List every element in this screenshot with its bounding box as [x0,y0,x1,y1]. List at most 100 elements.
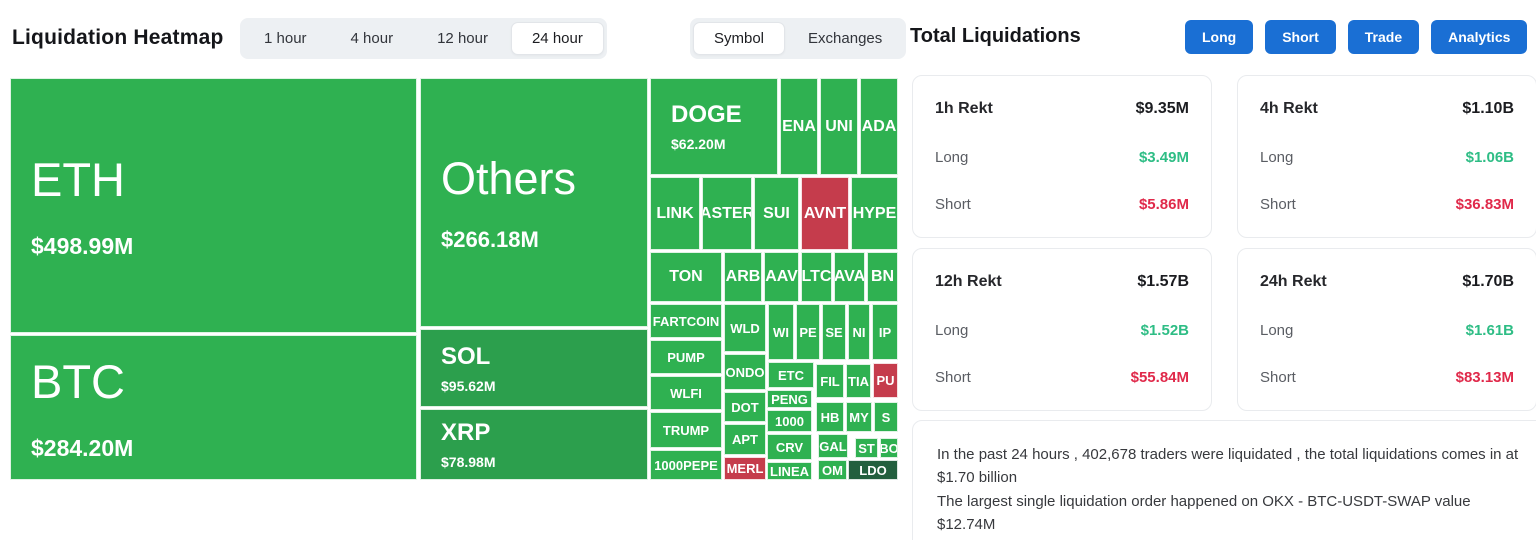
treemap-cell-eth[interactable]: ETH $498.99M [10,78,417,333]
short-label: Short [935,196,971,213]
treemap-cell-trump[interactable]: TRUMP [650,412,722,448]
cell-symbol: XRP [441,419,491,446]
treemap-cell-wld[interactable]: WLD [724,304,766,352]
treemap-cell-gal[interactable]: GAL [818,434,848,458]
short-label: Short [1260,196,1296,213]
treemap-cell-ldo[interactable]: LDO [848,460,898,480]
cell-symbol: FARTCOIN [652,313,720,329]
time-range-tabs: 1 hour 4 hour 12 hour 24 hour [240,18,607,59]
long-label: Long [935,148,969,166]
period-label: 24h Rekt [1260,273,1327,290]
treemap-cell-bo[interactable]: BO [880,438,898,458]
analytics-button[interactable]: Analytics [1431,20,1528,54]
treemap-cell-sui[interactable]: SUI [754,177,799,250]
rekt-row: 12h Rekt $1.57B [935,273,1189,291]
total-value: $1.70B [1462,273,1514,290]
treemap-cell-xrp[interactable]: XRP $78.98M [420,409,648,480]
treemap-cell-tia[interactable]: TIA [846,364,871,398]
treemap-cell-uni[interactable]: UNI [820,78,858,175]
treemap-cell-pe[interactable]: PE [796,304,820,360]
cell-symbol: BTC [31,354,125,408]
treemap-cell-dot[interactable]: DOT [724,392,766,422]
treemap-cell-aav[interactable]: AAV [764,252,799,302]
treemap-cell-hb[interactable]: HB [816,402,844,432]
cell-symbol: IP [878,324,892,340]
treemap-cell-ton[interactable]: TON [650,252,722,302]
cell-symbol: ADA [861,117,897,135]
treemap-cell-crv[interactable]: CRV [767,434,812,460]
short-button[interactable]: Short [1265,20,1336,54]
long-value: $3.49M [1138,148,1189,166]
treemap-cell-pump[interactable]: PUMP [650,340,722,374]
treemap-cell-ip[interactable]: IP [872,304,898,360]
cell-value: $62.20M [671,136,726,152]
treemap-cell-etc[interactable]: ETC [768,362,814,388]
treemap-cell-fartcoin[interactable]: FARTCOIN [650,304,722,338]
treemap-cell-se[interactable]: SE [822,304,846,360]
cell-symbol: TIA [848,373,869,389]
treemap-cell-wlfi[interactable]: WLFI [650,376,722,410]
stat-card-1h-rekt: 1h Rekt $9.35M Long $3.49M Short $5.86M [912,75,1212,238]
short-value: $55.84M [1130,369,1189,386]
treemap-cell-linea[interactable]: LINEA [767,462,812,480]
treemap-cell-s[interactable]: S [874,402,898,432]
short-row: Short $5.86M [935,196,1189,213]
cell-symbol: UNI [825,117,853,135]
treemap-cell-sol[interactable]: SOL $95.62M [420,329,648,407]
cell-symbol: SOL [441,342,491,370]
treemap-cell-ondo[interactable]: ONDO [724,354,766,390]
treemap-cell-om[interactable]: OM [818,460,847,480]
treemap-cell-avnt[interactable]: AVNT [801,177,849,250]
treemap-cell-apt[interactable]: APT [724,424,766,455]
treemap-cell-btc[interactable]: BTC $284.20M [10,335,417,480]
cell-symbol: ARB [725,268,761,285]
time-tab-4-hour[interactable]: 4 hour [350,30,394,47]
treemap-cell-ltc[interactable]: LTC [801,252,832,302]
treemap-cell-bn[interactable]: BN [867,252,898,302]
treemap-cell-wi[interactable]: WI [768,304,794,360]
view-tab-symbol[interactable]: Symbol [693,22,786,55]
treemap-cell-merl[interactable]: MERL [724,457,766,480]
time-tab-1-hour[interactable]: 1 hour [264,30,307,47]
treemap-cell-ena[interactable]: ENA [780,78,818,175]
treemap-cell-ni[interactable]: NI [848,304,870,360]
long-row: Long $1.06B [1260,149,1514,166]
rekt-stat-cards: 1h Rekt $9.35M Long $3.49M Short $5.86M 4h Rek… [912,75,1536,411]
time-tab-12-hour[interactable]: 12 hour [437,30,488,47]
treemap-cell-1000[interactable]: 1000 [767,410,812,432]
view-tab-exchanges[interactable]: Exchanges [808,30,883,47]
treemap-cell-hype[interactable]: HYPE [851,177,898,250]
rekt-row: 4h Rekt $1.10B [1260,100,1514,118]
cell-symbol: TRUMP [662,422,710,438]
treemap-cell-link[interactable]: LINK [650,177,700,250]
cell-symbol: 1000PEPE [654,457,718,473]
time-tab-24-hour[interactable]: 24 hour [510,22,604,55]
treemap-cell-1000pepe[interactable]: 1000PEPE [650,450,722,480]
cell-symbol: AAV [765,268,798,285]
treemap-cell-others[interactable]: Others $266.18M [420,78,648,327]
long-label: Long [935,321,969,339]
treemap-cell-doge[interactable]: DOGE $62.20M [650,78,778,175]
long-button[interactable]: Long [1185,20,1254,54]
treemap-cell-my[interactable]: MY [846,402,872,432]
treemap-cell-arb[interactable]: ARB [724,252,762,302]
short-value: $5.86M [1138,196,1189,213]
treemap-cell-st[interactable]: ST [855,438,878,458]
total-value: $9.35M [1135,100,1189,117]
treemap-cell-aster[interactable]: ASTER [702,177,752,250]
cell-symbol: S [881,409,891,425]
symbol-exchanges-toggle: Symbol Exchanges [690,18,907,59]
cell-symbol: DOT [731,399,759,415]
cell-symbol: ETC [778,367,804,383]
treemap-cell-fil[interactable]: FIL [816,364,844,398]
treemap-cell-ava[interactable]: AVA [834,252,865,302]
treemap-cell-pu[interactable]: PU [873,363,898,398]
cell-symbol: ST [858,440,875,456]
trade-button[interactable]: Trade [1347,20,1420,54]
cell-symbol: AVNT [803,204,847,222]
cell-symbol: PU [876,373,895,388]
long-value: $1.61B [1465,321,1514,339]
treemap-cell-peng[interactable]: PENG [767,390,812,408]
treemap-cell-ada[interactable]: ADA [860,78,898,175]
